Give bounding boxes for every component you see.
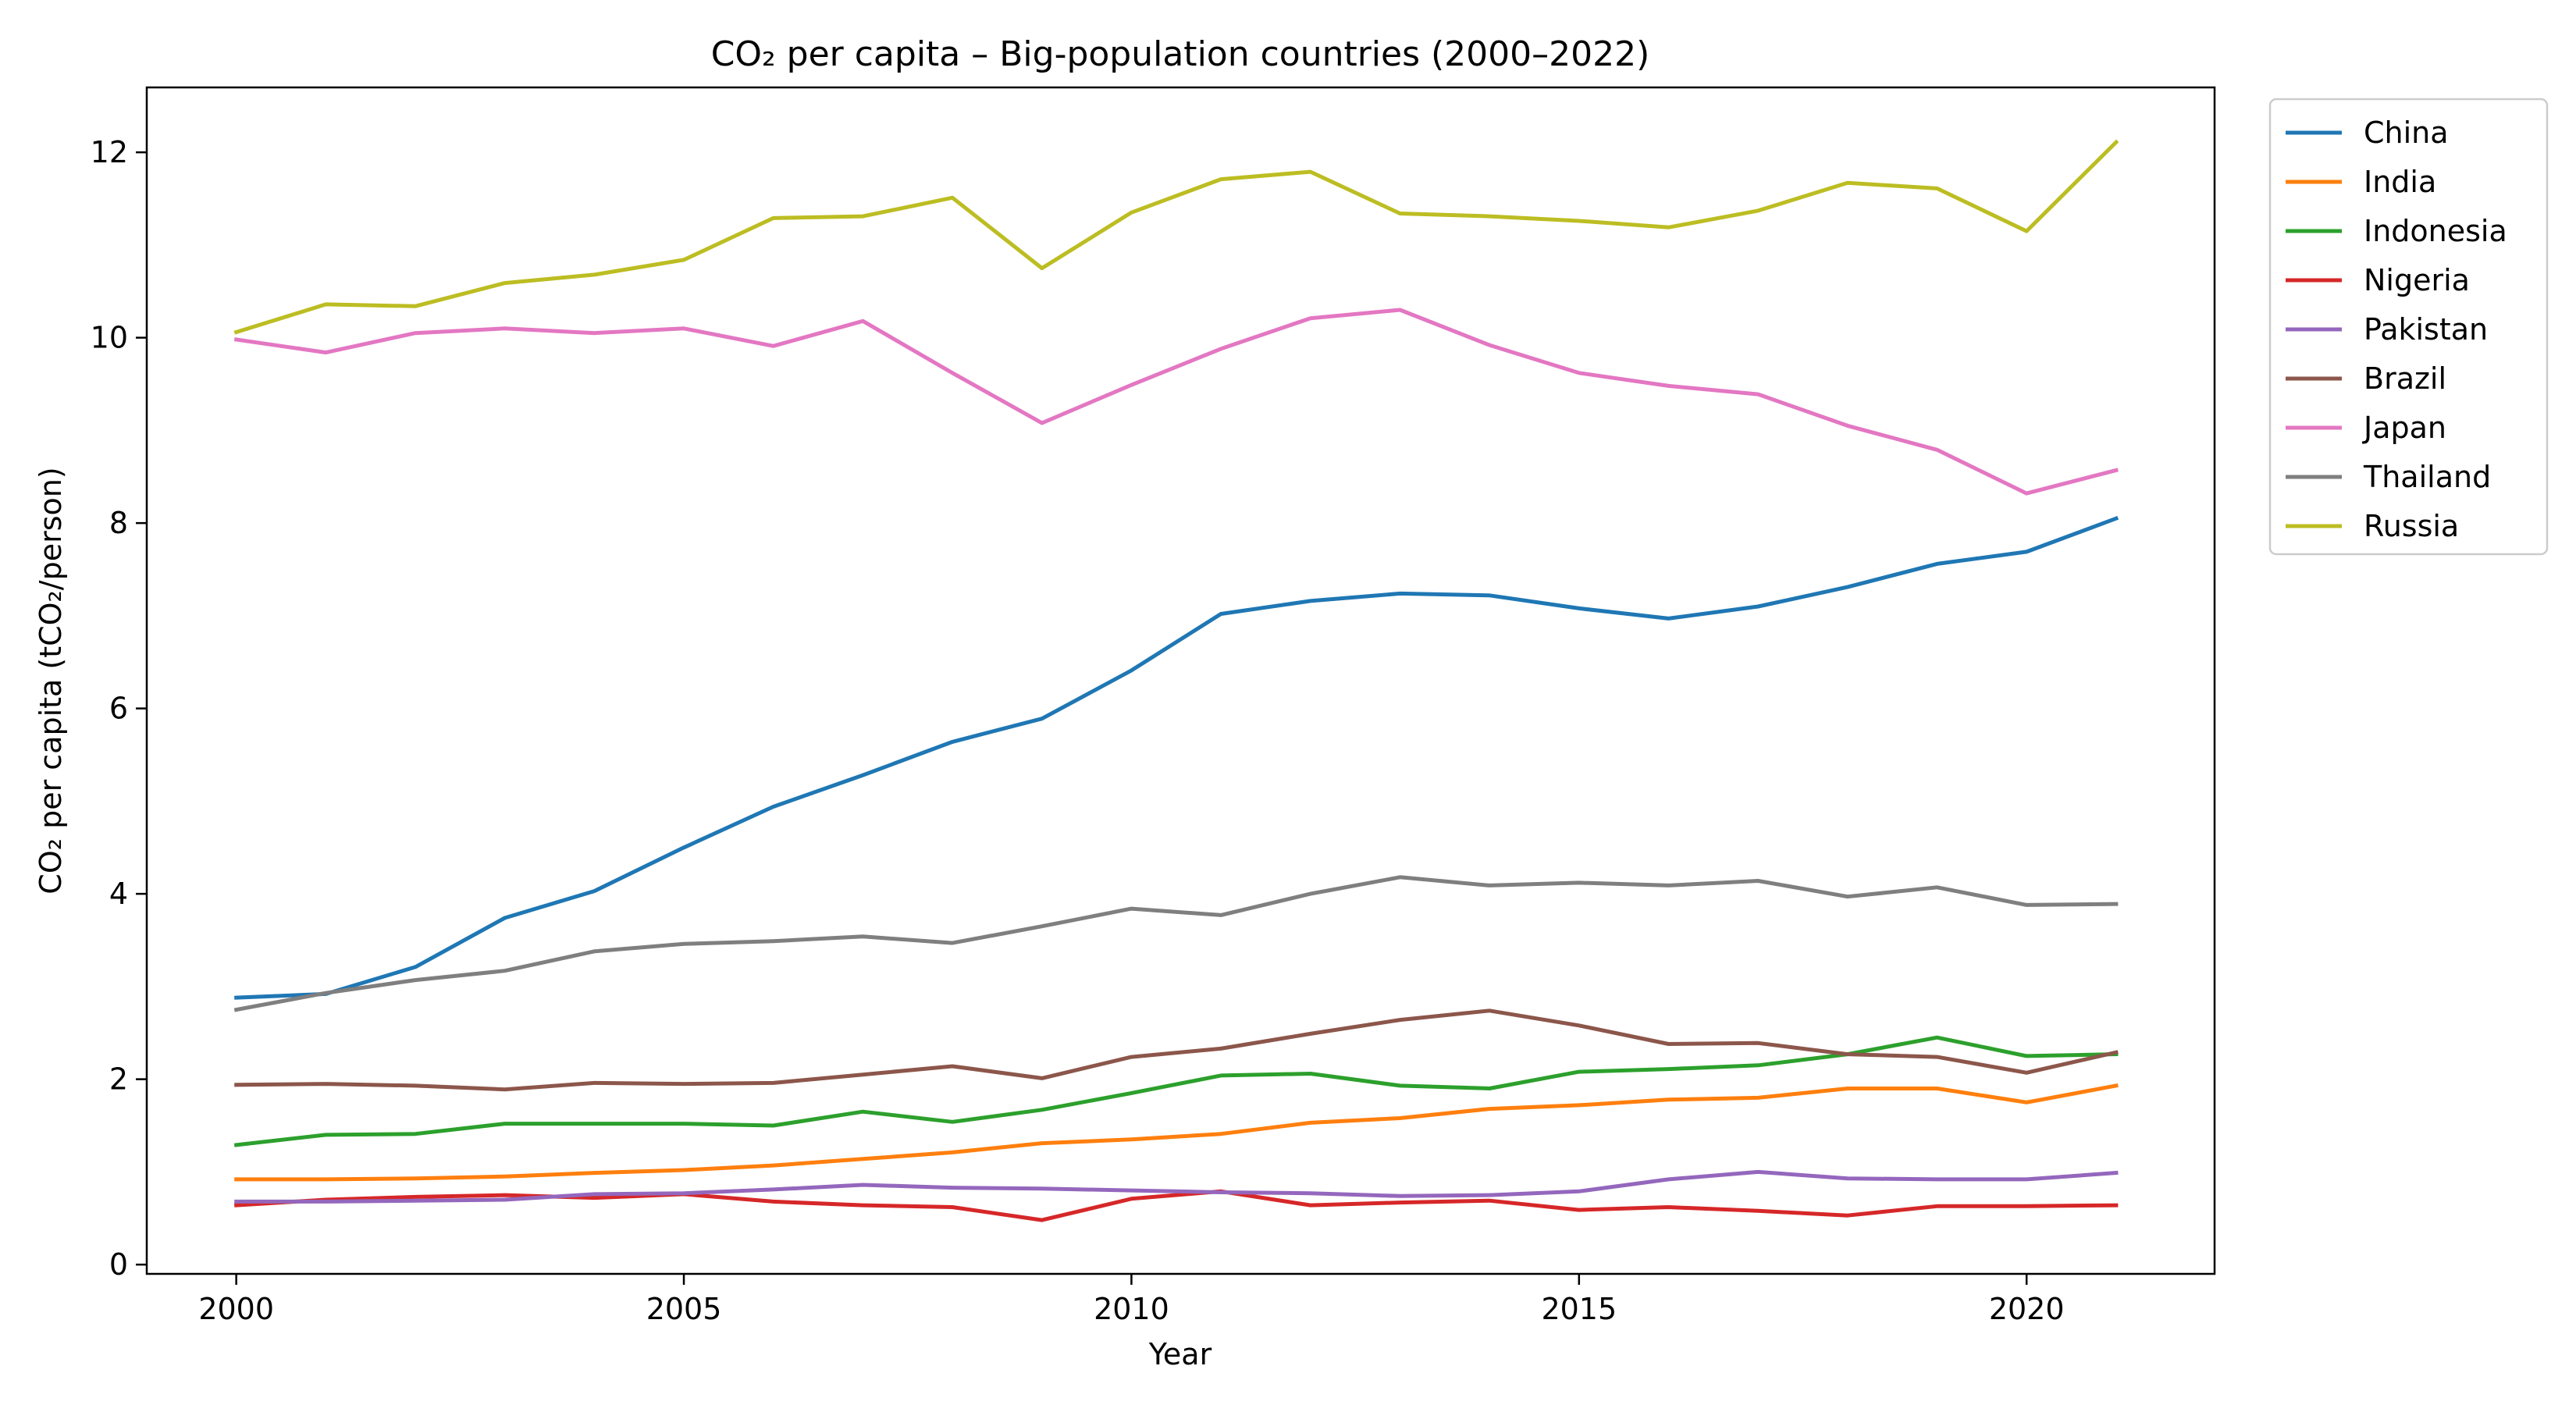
legend-label-indonesia: Indonesia xyxy=(2364,214,2507,248)
y-axis-label: CO₂ per capita (tCO₂/person) xyxy=(34,467,68,894)
series-line-pakistan xyxy=(234,1169,2119,1204)
chart-title: CO₂ per capita – Big-population countrie… xyxy=(711,34,1650,74)
y-tick-label: 0 xyxy=(109,1247,128,1282)
legend-label-japan: Japan xyxy=(2362,411,2446,445)
series-line-india xyxy=(234,1083,2119,1182)
y-axis: 0 2 4 6 8 10 12 xyxy=(91,135,147,1282)
plot-area xyxy=(145,86,2216,1275)
x-axis-label: Year xyxy=(1148,1337,1212,1371)
y-tick-label: 2 xyxy=(109,1062,128,1097)
y-tick-label: 6 xyxy=(109,692,128,726)
x-axis: 2000 2005 2010 2015 2020 xyxy=(198,1274,2065,1326)
x-tick-label: 2005 xyxy=(646,1292,722,1326)
legend-label-pakistan: Pakistan xyxy=(2364,312,2488,347)
legend-label-thailand: Thailand xyxy=(2363,460,2491,494)
series-line-indonesia xyxy=(233,1035,2119,1147)
series-line-brazil xyxy=(234,1008,2119,1092)
legend: China India Indonesia Nigeria Pakistan Brazil… xyxy=(2268,98,2549,556)
legend-label-russia: Russia xyxy=(2364,509,2459,543)
series-group xyxy=(233,139,2119,1222)
y-tick-label: 4 xyxy=(109,877,128,911)
x-tick-label: 2000 xyxy=(198,1292,274,1326)
series-line-china xyxy=(234,515,2119,1000)
legend-label-brazil: Brazil xyxy=(2364,361,2446,396)
series-line-russia xyxy=(233,139,2119,335)
y-tick-label: 12 xyxy=(91,135,128,169)
legend-label-india: India xyxy=(2364,165,2436,199)
plot-frame xyxy=(145,86,2216,1275)
y-tick-label: 10 xyxy=(91,321,128,355)
legend-label-china: China xyxy=(2364,116,2449,150)
x-tick-label: 2020 xyxy=(1989,1292,2065,1326)
legend-frame xyxy=(2268,98,2549,556)
series-line-thailand xyxy=(233,875,2119,1012)
series-line-japan xyxy=(233,308,2119,496)
x-tick-label: 2015 xyxy=(1541,1292,1617,1326)
legend-label-nigeria: Nigeria xyxy=(2364,263,2470,297)
x-tick-label: 2010 xyxy=(1094,1292,1169,1326)
y-tick-label: 8 xyxy=(109,506,128,540)
